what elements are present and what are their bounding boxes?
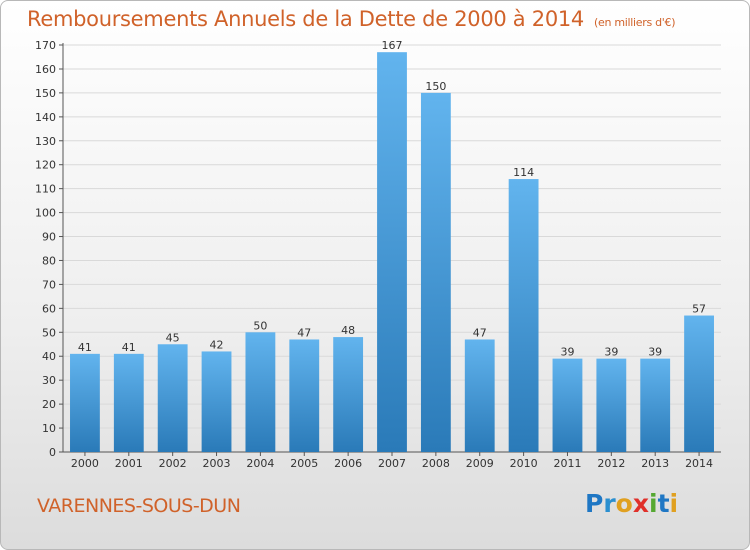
data-label: 167 — [382, 39, 403, 52]
y-tick-label: 120 — [35, 159, 56, 172]
y-tick-label: 170 — [35, 39, 56, 52]
x-tick-label: 2003 — [203, 457, 231, 470]
x-tick-label: 2011 — [553, 457, 581, 470]
bar — [684, 315, 714, 452]
y-tick-label: 90 — [42, 231, 56, 244]
x-tick-label: 2010 — [510, 457, 538, 470]
chart-unit: (en milliers d'€) — [594, 16, 676, 29]
x-tick-label: 2006 — [334, 457, 362, 470]
bar — [333, 337, 364, 452]
data-label: 48 — [341, 324, 355, 337]
y-tick-label: 80 — [42, 254, 56, 267]
y-tick-label: 20 — [42, 398, 56, 411]
bars — [70, 52, 714, 453]
bar — [70, 353, 100, 452]
bar — [420, 92, 451, 452]
logo-letter: x — [632, 489, 649, 518]
y-tick-label: 40 — [42, 350, 56, 363]
data-label: 47 — [473, 326, 487, 339]
data-label: 57 — [692, 303, 706, 316]
x-tick-label: 2001 — [115, 457, 143, 470]
labels: 41 2000 41 2001 45 2002 42 2003 50 2004 47 2005 48 20… — [71, 39, 713, 470]
logo-letter: i — [649, 489, 658, 518]
bar — [289, 339, 320, 452]
bar — [377, 52, 407, 453]
y-tick-label: 10 — [42, 422, 56, 435]
bar — [464, 339, 495, 452]
data-label: 50 — [253, 319, 267, 332]
y-tick-label: 50 — [42, 326, 56, 339]
data-label: 114 — [513, 166, 534, 179]
y-tick-label: 150 — [35, 87, 56, 100]
place-name: VARENNES-SOUS-DUN — [37, 495, 241, 517]
x-tick-label: 2009 — [466, 457, 494, 470]
bar — [640, 358, 671, 452]
y-tick-label: 110 — [35, 183, 56, 196]
bar — [552, 358, 583, 452]
logo-letter: o — [615, 489, 633, 518]
bar — [157, 344, 188, 452]
data-label: 45 — [166, 331, 180, 344]
y-tick-label: 100 — [35, 207, 56, 220]
x-tick-label: 2008 — [422, 457, 450, 470]
proxiti-logo[interactable]: Proxiti — [585, 489, 678, 518]
x-tick-label: 2007 — [378, 457, 406, 470]
bar — [508, 179, 539, 452]
y-tick-label: 30 — [42, 374, 56, 387]
y-tick-label: 140 — [35, 111, 56, 124]
data-label: 47 — [297, 326, 311, 339]
x-tick-label: 2012 — [597, 457, 625, 470]
x-tick-label: 2004 — [246, 457, 274, 470]
x-tick-label: 2014 — [685, 457, 713, 470]
y-tick-label: 0 — [49, 446, 56, 459]
x-tick-label: 2002 — [159, 457, 187, 470]
logo-letter: r — [603, 489, 616, 518]
x-tick-label: 2000 — [71, 457, 99, 470]
data-label: 39 — [560, 346, 574, 359]
bar — [113, 353, 144, 452]
y-tick-label: 70 — [42, 278, 56, 291]
bar — [201, 351, 232, 452]
data-label: 41 — [78, 341, 92, 354]
chart-title-text: Remboursements Annuels de la Dette de 20… — [27, 7, 584, 31]
chart-title: Remboursements Annuels de la Dette de 20… — [27, 7, 675, 31]
logo-letter: i — [669, 489, 679, 518]
data-label: 150 — [425, 80, 446, 93]
data-label: 39 — [604, 346, 618, 359]
data-label: 39 — [648, 346, 662, 359]
y-tick-label: 160 — [35, 63, 56, 76]
data-label: 42 — [210, 338, 224, 351]
y-tick-label: 130 — [35, 135, 56, 148]
logo-letter: P — [585, 489, 604, 518]
data-label: 41 — [122, 341, 136, 354]
x-tick-label: 2013 — [641, 457, 669, 470]
x-tick-label: 2005 — [290, 457, 318, 470]
bar — [596, 358, 627, 452]
logo-letter: t — [657, 489, 670, 518]
y-tick-label: 60 — [42, 302, 56, 315]
bar — [245, 332, 276, 452]
